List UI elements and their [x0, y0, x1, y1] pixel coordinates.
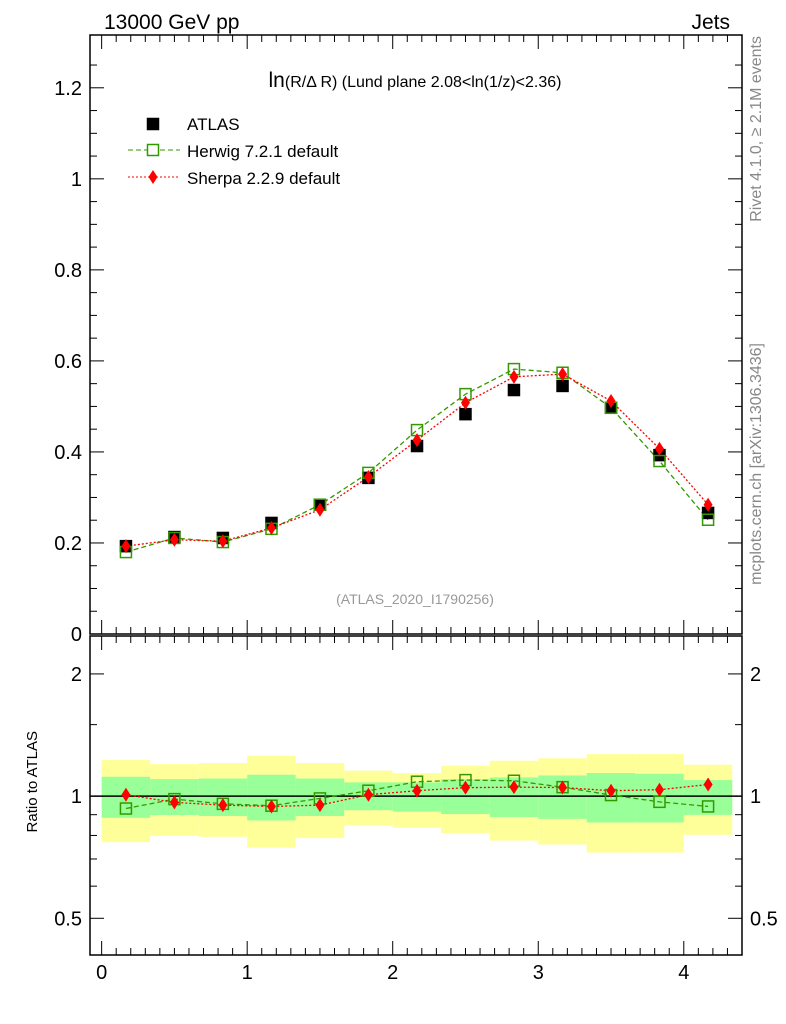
- sherpa-ratio-point: [509, 780, 519, 795]
- header-left: 13000 GeV pp: [104, 11, 239, 34]
- sherpa-point: [509, 369, 519, 384]
- watermark: (ATLAS_2020_I1790256): [336, 591, 494, 607]
- sherpa-ratio-point: [169, 795, 179, 810]
- sherpa-point: [315, 502, 325, 517]
- legend-herwig-marker: [146, 143, 160, 157]
- y-tick-label: 1: [71, 169, 82, 191]
- sherpa-point: [606, 393, 616, 408]
- ratio-y-tick-label: 2: [71, 664, 82, 686]
- y-tick-label: 0.6: [54, 351, 82, 373]
- legend-label: Herwig 7.2.1 default: [187, 142, 338, 161]
- ratio-y-tick-label-right: 1: [750, 786, 761, 808]
- x-tick-label: 2: [387, 962, 398, 984]
- sherpa-line: [125, 373, 709, 547]
- side-label-top: Rivet 4.1.0, ≥ 2.1M events: [748, 36, 765, 222]
- main-plot: 0 0.2 0.4 0.6 0.8 1 1.2 ln(R/Δ R) (Lund plane 2…: [54, 34, 743, 955]
- atlas-point: [556, 379, 569, 393]
- ratio-y-tick-label-right: 2: [750, 664, 761, 686]
- sherpa-point: [266, 520, 276, 535]
- y-tick-label: 0.4: [54, 442, 82, 464]
- x-tick-label: 1: [242, 962, 253, 984]
- header-right: Jets: [691, 11, 730, 34]
- band-inner-bin: [635, 773, 684, 823]
- x-tick-label: 0: [96, 962, 107, 984]
- y-tick-label: 0.2: [54, 533, 82, 555]
- sherpa-ratio-point: [412, 783, 422, 798]
- x-tick-label: 3: [533, 962, 544, 984]
- ratio-frame: [89, 635, 743, 956]
- ratio-y-tick-label: 1: [71, 786, 82, 808]
- sherpa-ratio-point: [218, 798, 228, 813]
- sherpa-point: [218, 534, 228, 549]
- sherpa-point: [654, 441, 664, 456]
- atlas-point: [507, 383, 521, 397]
- sherpa-point: [412, 433, 422, 448]
- plot-title: ln(R/Δ R) (Lund plane 2.08<ln(1/z)<2.36): [269, 69, 562, 92]
- sherpa-ratio-point: [460, 780, 470, 795]
- sherpa-ratio-point: [558, 780, 568, 795]
- sherpa-ratio-point: [121, 787, 131, 802]
- y-tick-label: 0.8: [54, 260, 82, 282]
- sherpa-point: [169, 532, 179, 547]
- sherpa-ratio-point: [266, 799, 276, 814]
- herwig-ratio-point: [701, 800, 715, 813]
- legend-label: Sherpa 2.2.9 default: [187, 169, 340, 188]
- main-frame: [89, 34, 743, 635]
- y-tick-label: 1.2: [54, 78, 82, 100]
- sherpa-point: [558, 367, 568, 382]
- sherpa-ratio-point: [363, 787, 373, 802]
- legend-sherpa-marker: [148, 170, 158, 184]
- sherpa-point: [363, 469, 373, 484]
- sherpa-ratio-point: [606, 783, 616, 798]
- legend-atlas-marker: [146, 117, 160, 131]
- atlas-point: [459, 407, 472, 421]
- legend: ATLAS Herwig 7.2.1 default Sherpa 2.2.9 de…: [128, 115, 340, 188]
- sherpa-point: [703, 497, 713, 512]
- side-label-bottom: mcplots.cern.ch [arXiv:1306.3436]: [748, 343, 765, 585]
- sherpa-ratio-point: [315, 798, 325, 813]
- legend-label: ATLAS: [187, 115, 240, 134]
- ratio-y-tick-label: 0.5: [54, 908, 82, 930]
- herwig-point: [701, 513, 715, 527]
- band-inner-bin: [247, 774, 296, 821]
- plot-title-ln: ln: [269, 69, 285, 92]
- plot-title-rest: (R/Δ R) (Lund plane 2.08<ln(1/z)<2.36): [285, 74, 562, 91]
- ratio-y-tick-label-right: 0.5: [750, 908, 778, 930]
- ratio-ylabel: Ratio to ATLAS: [24, 731, 41, 832]
- herwig-line: [125, 368, 709, 553]
- x-tick-label: 4: [678, 962, 689, 984]
- sherpa-point: [460, 395, 470, 410]
- sherpa-ratio-point: [654, 782, 664, 797]
- sherpa-point: [121, 539, 131, 554]
- herwig-ratio-point: [119, 802, 133, 815]
- y-tick-label: 0: [71, 624, 82, 646]
- sherpa-ratio-point: [703, 777, 713, 792]
- ratio-plot: 0 1 2 3 4 0.5 0.5 1 1 2 2: [54, 635, 778, 984]
